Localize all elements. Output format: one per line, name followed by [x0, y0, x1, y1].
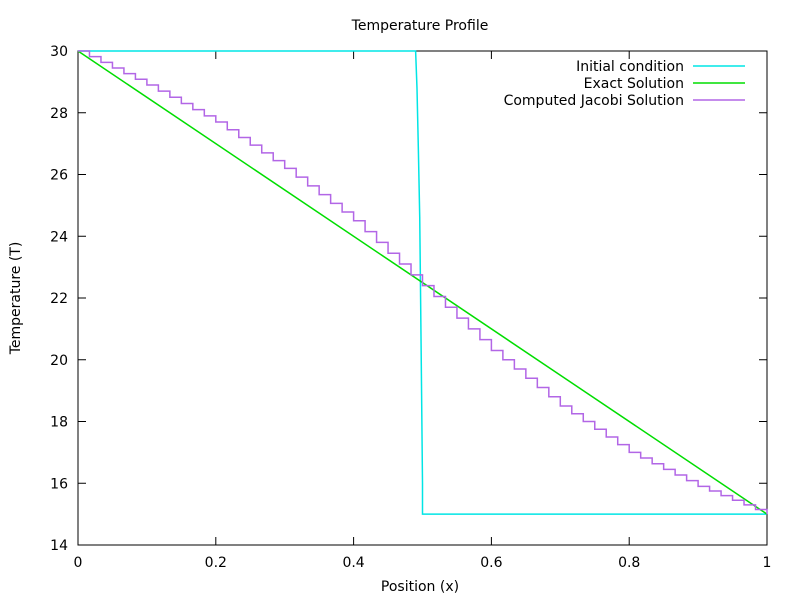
y-tick-label: 26	[50, 168, 68, 184]
series-layer	[77, 50, 768, 515]
chart-title: Temperature Profile	[351, 18, 489, 34]
x-tick-label: 0	[74, 555, 83, 571]
y-tick-label: 16	[50, 476, 68, 492]
y-tick-label: 14	[50, 538, 68, 554]
x-tick-label: 0.4	[342, 555, 364, 571]
x-tick-label: 0.8	[618, 555, 640, 571]
x-tick-label: 0.6	[480, 555, 502, 571]
x-tick-label: 0.2	[205, 555, 227, 571]
legend-label: Computed Jacobi Solution	[504, 93, 684, 109]
x-tick-label: 1	[763, 555, 772, 571]
y-tick-label: 20	[50, 353, 68, 369]
y-tick-label: 18	[50, 415, 68, 431]
legend-label: Exact Solution	[584, 76, 684, 92]
y-tick-label: 28	[50, 106, 68, 122]
y-tick-label: 30	[50, 44, 68, 60]
y-tick-label: 22	[50, 291, 68, 307]
y-axis-ticks: 14 16 18 20 22 24 26 28 30	[50, 44, 767, 554]
initial-condition-line	[78, 50, 767, 515]
x-axis-label: Position (x)	[381, 579, 459, 595]
y-axis-label: Temperature (T)	[8, 242, 24, 356]
jacobi-solution-line	[78, 50, 768, 515]
y-tick-label: 24	[50, 229, 68, 245]
legend-label: Initial condition	[576, 59, 684, 75]
x-axis-ticks: 0 0.2 0.4 0.6 0.8 1	[74, 51, 772, 571]
